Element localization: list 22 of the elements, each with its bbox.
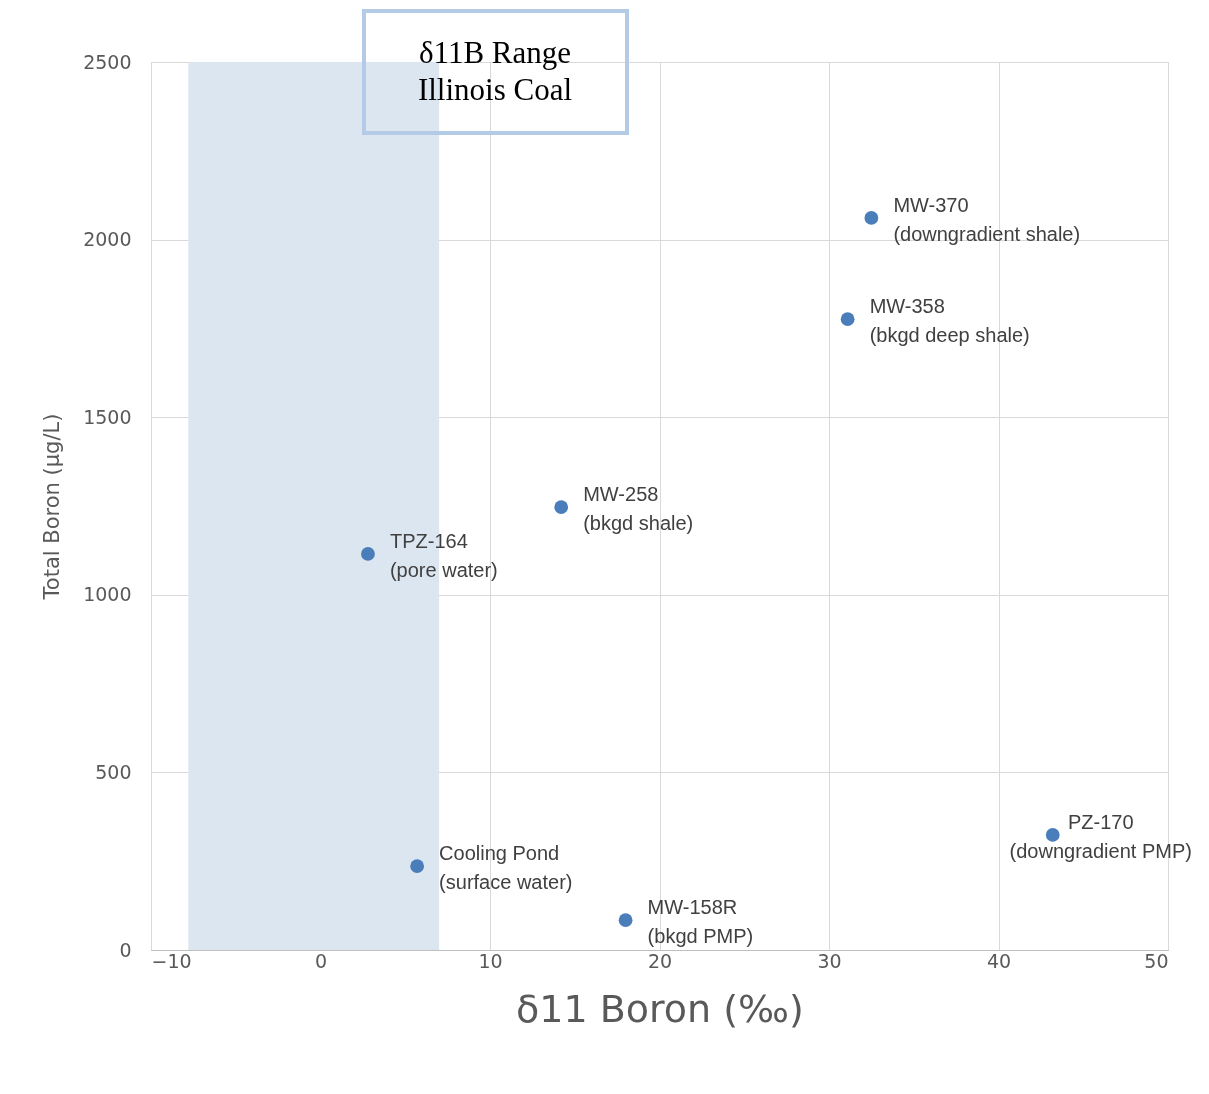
- x-tick-label: 40: [986, 949, 1012, 972]
- y-tick-label: 2000: [83, 228, 132, 251]
- x-tick-label: 20: [647, 949, 673, 972]
- x-tick-label: 30: [817, 949, 842, 972]
- y-tick-label: 500: [95, 760, 132, 783]
- annotation: MW-358 (bkgd deep shale): [869, 295, 1030, 347]
- y-axis-title: Total Boron (µg/L): [40, 413, 65, 601]
- annotation: TPZ-164 (pore water): [389, 529, 498, 581]
- annotation: PZ-170 (downgradient PMP): [1009, 810, 1192, 862]
- annotation: MW-258 (bkgd shale): [583, 483, 694, 535]
- band-label: δ11B Range Illinois Coal: [417, 35, 573, 107]
- y-tick-label: 1000: [83, 583, 132, 606]
- annotation: Cooling Pond (surface water): [439, 842, 573, 894]
- annotation: MW-158R (bkgd PMP): [647, 896, 754, 948]
- x-tick-label: −10: [151, 949, 192, 972]
- y-tick-label: 2500: [83, 50, 132, 73]
- x-tick-label: 50: [1144, 949, 1169, 972]
- x-tick-label: 10: [478, 949, 503, 972]
- y-tick-label: 1500: [83, 405, 132, 428]
- annotation: MW-370 (downgradient shale): [893, 193, 1081, 245]
- x-axis-title: δ11 Boron (‰): [516, 986, 804, 1031]
- x-tick-label: 0: [314, 949, 328, 972]
